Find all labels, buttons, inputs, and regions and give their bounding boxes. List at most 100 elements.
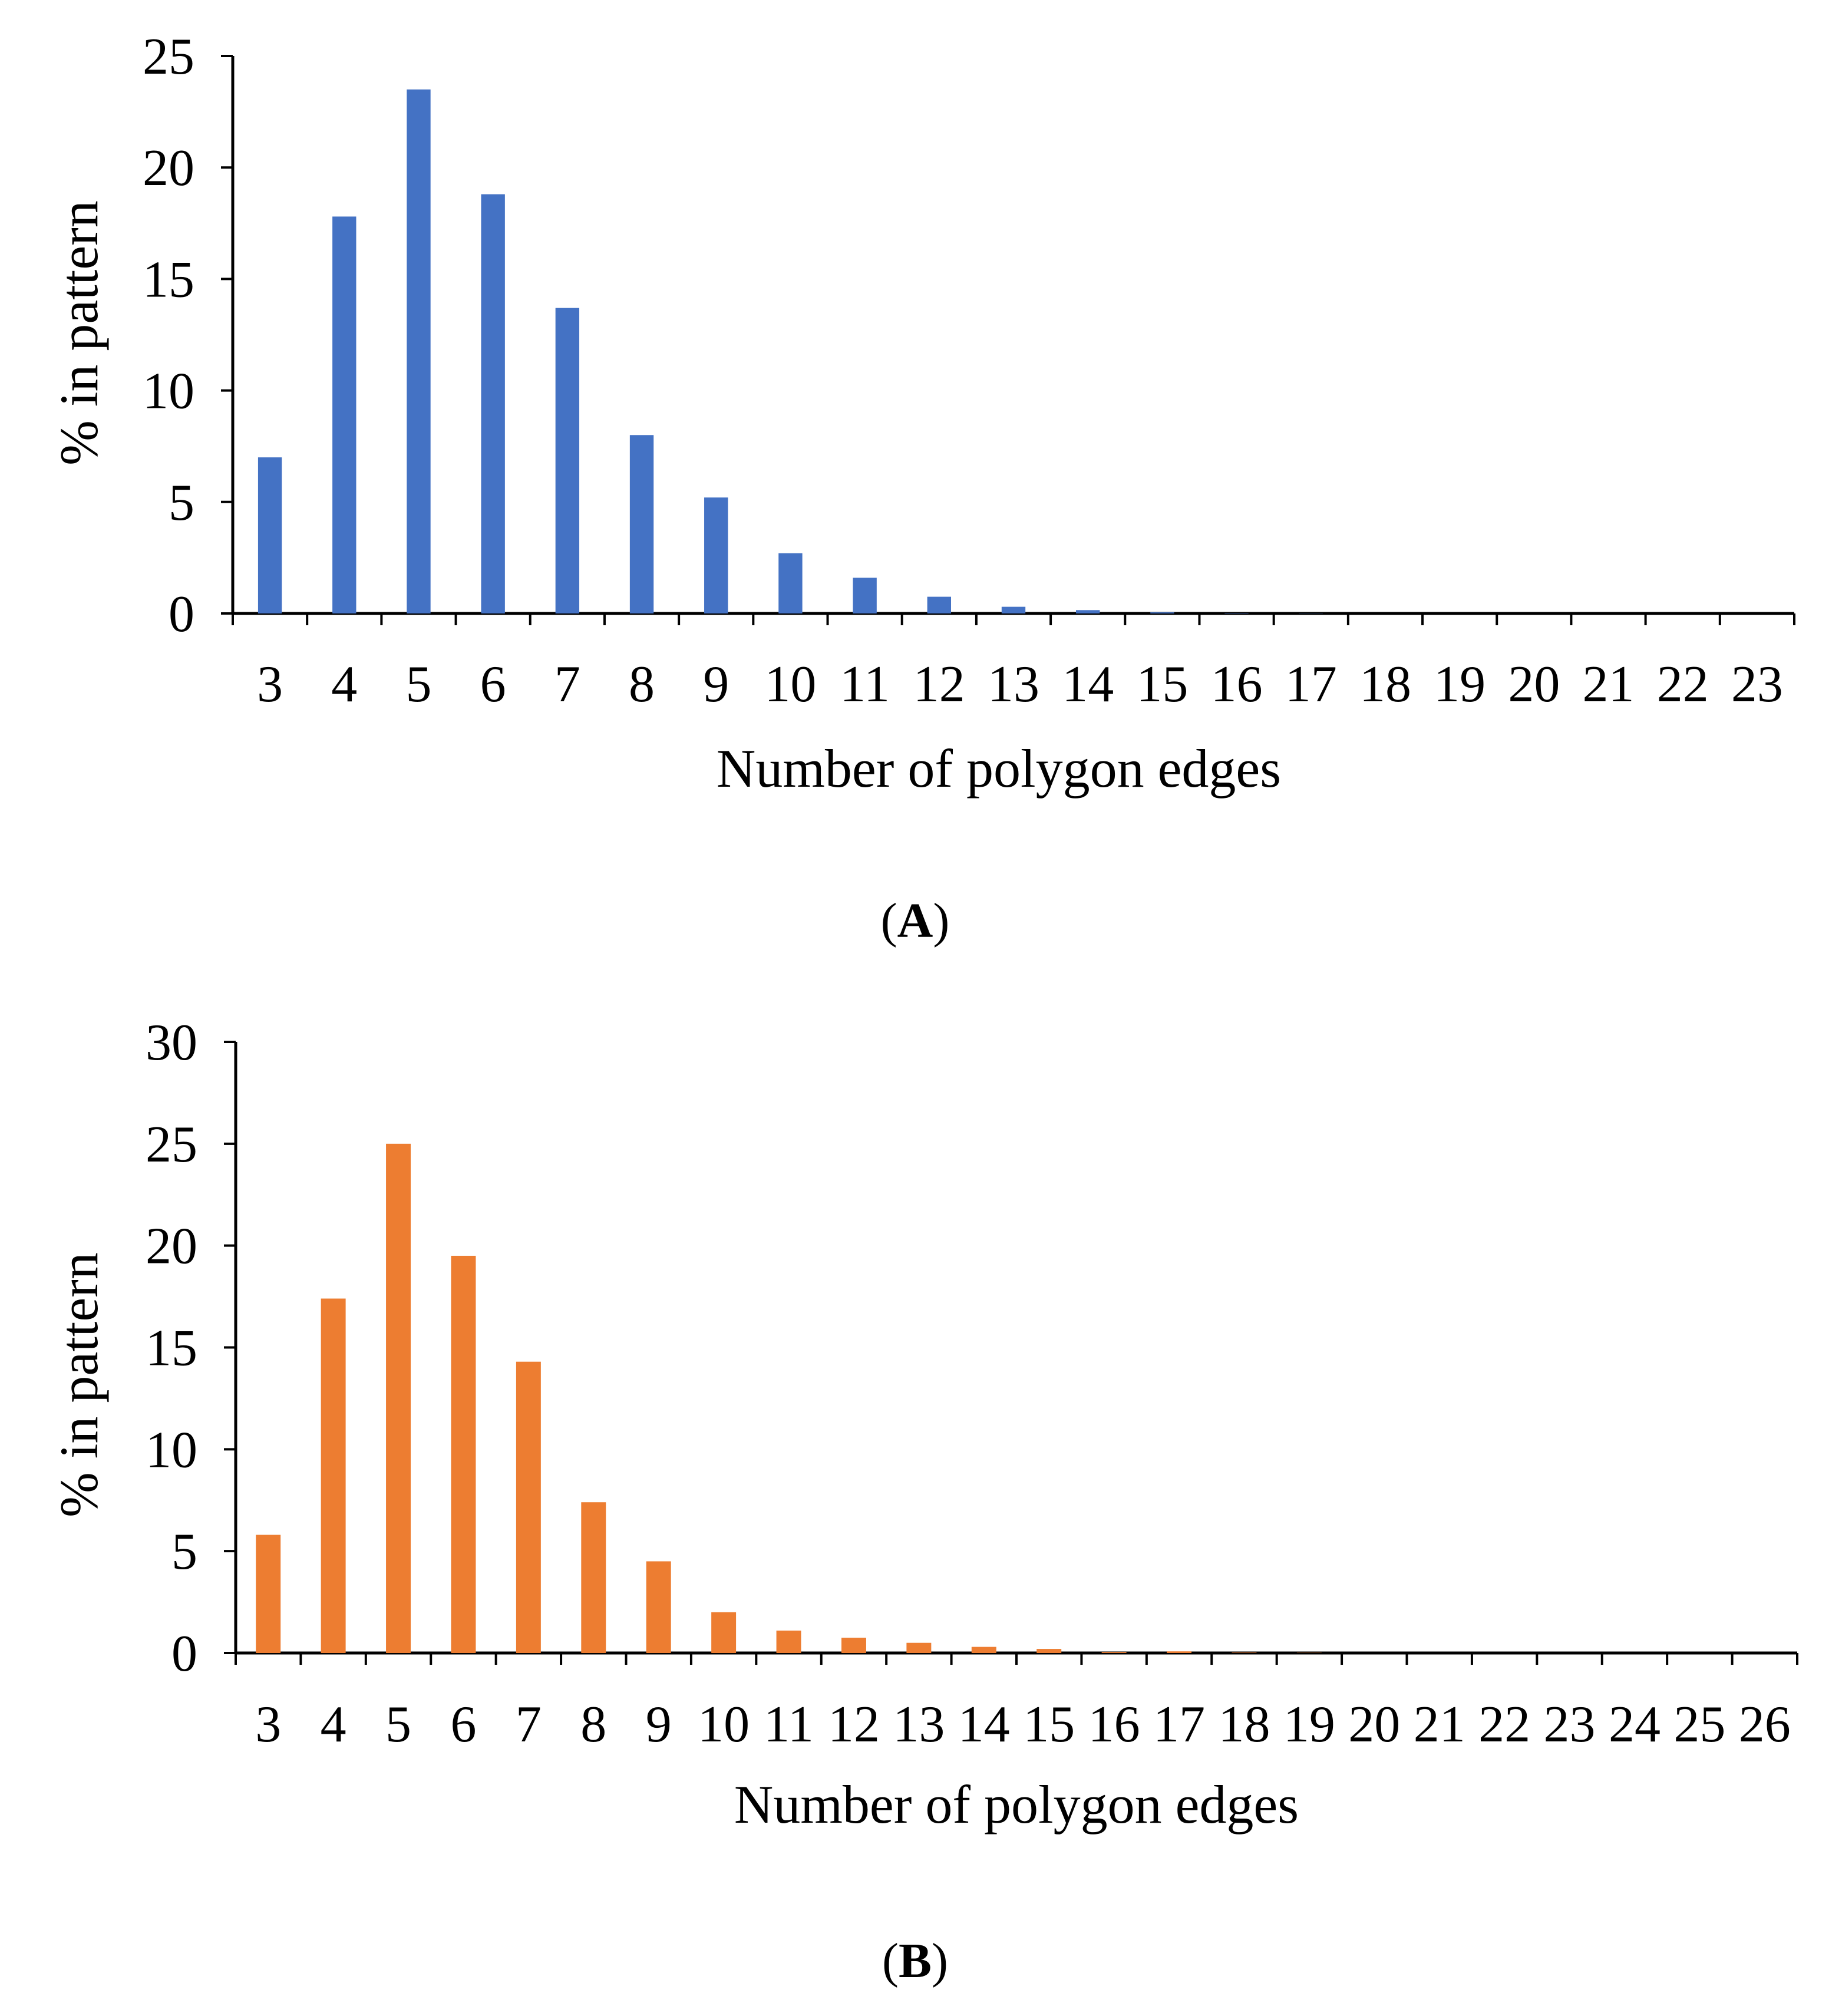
y-tick-label-20: 20 <box>146 1218 197 1275</box>
x-tick-label-12: 12 <box>828 1696 880 1753</box>
x-tick-label-3: 3 <box>255 1696 281 1753</box>
y-tick-label-5: 5 <box>169 474 194 532</box>
x-tick-label-24: 24 <box>1609 1696 1661 1753</box>
bar-6 <box>481 194 505 613</box>
bar-6 <box>451 1255 476 1653</box>
bar-7 <box>516 1361 541 1653</box>
bar-18 <box>1232 1652 1257 1653</box>
x-tick-label-6: 6 <box>480 656 506 713</box>
x-tick-label-4: 4 <box>331 656 357 713</box>
x-tick-labels-b: 3 4 5 6 7 8 9 10 11 12 13 14 15 16 17 18 19 20 21 22 23 24 25 2… <box>255 1696 1791 1753</box>
x-tick-label-22: 22 <box>1657 656 1709 713</box>
bar-series-a <box>258 89 1323 613</box>
y-tick-label-15: 15 <box>143 251 194 308</box>
x-tick-label-19: 19 <box>1434 656 1486 713</box>
x-tick-label-8: 8 <box>629 656 655 713</box>
bar-9 <box>704 497 728 613</box>
y-axis-title-b: % in pattern <box>49 1252 109 1517</box>
bar-14 <box>1076 610 1100 613</box>
bar-4 <box>321 1298 346 1653</box>
bar-12 <box>841 1638 866 1653</box>
x-tick-label-18: 18 <box>1218 1696 1270 1753</box>
y-tick-label-0: 0 <box>169 586 194 643</box>
x-tick-labels-a: 3 4 5 6 7 8 9 10 11 12 13 14 15 16 17 18 19 20 21 22 23 <box>257 656 1783 713</box>
bar-8 <box>629 435 654 613</box>
bar-4 <box>332 216 356 613</box>
y-tick-label-25: 25 <box>146 1116 197 1173</box>
bar-8 <box>581 1502 606 1653</box>
y-tick-label-5: 5 <box>171 1523 197 1581</box>
bar-11 <box>776 1630 801 1653</box>
y-tick-label-10: 10 <box>146 1421 197 1479</box>
x-tick-label-13: 13 <box>893 1696 945 1753</box>
bar-10 <box>778 553 803 613</box>
x-tick-label-21: 21 <box>1414 1696 1465 1753</box>
x-tick-label-20: 20 <box>1348 1696 1400 1753</box>
bar-17 <box>1167 1651 1192 1653</box>
bar-3 <box>258 457 282 613</box>
y-tick-label-20: 20 <box>143 140 194 197</box>
x-tick-label-22: 22 <box>1478 1696 1530 1753</box>
bar-15 <box>1036 1649 1062 1653</box>
bar-12 <box>927 596 951 613</box>
bar-5 <box>407 89 431 613</box>
bar-16 <box>1101 1652 1127 1653</box>
x-tick-label-19: 19 <box>1283 1696 1335 1753</box>
x-tick-label-14: 14 <box>1062 656 1114 713</box>
x-tick-label-15: 15 <box>1136 656 1188 713</box>
x-tick-label-16: 16 <box>1211 656 1263 713</box>
x-tick-label-4: 4 <box>321 1696 346 1753</box>
bar-5 <box>386 1143 411 1653</box>
bar-series-b <box>256 1143 1322 1653</box>
x-tick-label-9: 9 <box>646 1696 672 1753</box>
x-tick-label-11: 11 <box>764 1696 814 1753</box>
bar-14 <box>971 1647 996 1653</box>
y-tick-label-15: 15 <box>146 1320 197 1377</box>
x-tick-label-11: 11 <box>840 656 890 713</box>
axes-a <box>221 55 1795 625</box>
x-axis-title-a: Number of polygon edges <box>717 738 1281 799</box>
x-tick-label-10: 10 <box>698 1696 750 1753</box>
x-tick-label-3: 3 <box>257 656 283 713</box>
y-tick-label-25: 25 <box>143 28 194 85</box>
bar-15 <box>1150 612 1174 613</box>
panel-letter-b: B <box>899 1933 932 1988</box>
x-tick-label-7: 7 <box>554 656 580 713</box>
y-tick-label-30: 30 <box>146 1014 197 1071</box>
x-tick-label-26: 26 <box>1739 1696 1791 1753</box>
y-tick-labels-a: 0 5 10 15 20 25 <box>143 28 194 643</box>
x-tick-label-5: 5 <box>405 656 431 713</box>
y-tick-label-0: 0 <box>171 1625 197 1682</box>
panel-letter-a: A <box>897 893 933 948</box>
y-tick-label-10: 10 <box>143 363 194 420</box>
x-tick-label-12: 12 <box>913 656 965 713</box>
x-tick-label-6: 6 <box>450 1696 476 1753</box>
panel-label-a: (A) <box>881 893 950 948</box>
x-tick-label-9: 9 <box>703 656 729 713</box>
x-tick-label-7: 7 <box>516 1696 542 1753</box>
x-tick-label-16: 16 <box>1088 1696 1140 1753</box>
x-tick-label-17: 17 <box>1285 656 1337 713</box>
bar-10 <box>711 1612 737 1653</box>
x-axis-title-b: Number of polygon edges <box>734 1774 1299 1834</box>
bar-13 <box>906 1642 932 1653</box>
bar-13 <box>1001 606 1026 613</box>
y-tick-labels-b: 0 5 10 15 20 25 30 <box>146 1014 197 1682</box>
x-tick-label-25: 25 <box>1673 1696 1725 1753</box>
x-tick-label-20: 20 <box>1508 656 1560 713</box>
panel-label-b: (B) <box>882 1933 948 1988</box>
x-tick-label-18: 18 <box>1359 656 1411 713</box>
x-tick-label-10: 10 <box>764 656 816 713</box>
x-tick-label-23: 23 <box>1731 656 1783 713</box>
x-tick-label-21: 21 <box>1583 656 1635 713</box>
bar-9 <box>646 1561 671 1653</box>
y-axis-title-a: % in pattern <box>49 200 109 466</box>
x-tick-label-15: 15 <box>1023 1696 1075 1753</box>
x-tick-label-8: 8 <box>580 1696 606 1753</box>
axes-b <box>224 1041 1798 1665</box>
bar-7 <box>555 308 580 613</box>
bar-3 <box>256 1535 281 1653</box>
